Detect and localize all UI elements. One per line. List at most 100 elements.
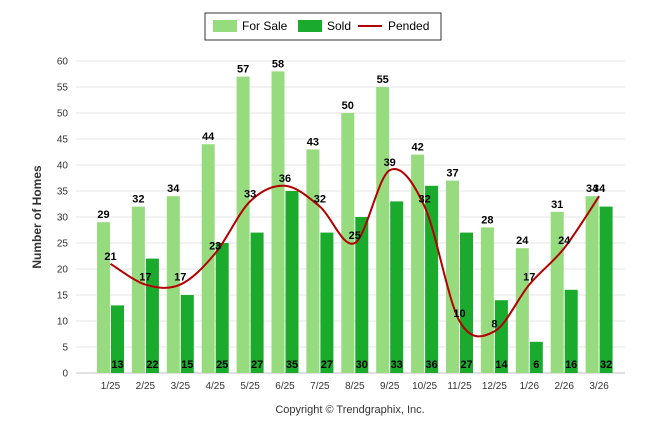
data-label-pended: 34 [593, 183, 606, 195]
data-label-pended: 32 [418, 194, 430, 206]
data-labels: 29 13 32 22 34 15 44 25 57 27 58 35 43 27 50 30 55 33 42 36… [97, 58, 612, 371]
y-tick-label: 55 [57, 83, 69, 94]
bar-sold [494, 300, 508, 373]
bar-for-sale [515, 248, 529, 373]
data-label-for-sale: 44 [202, 131, 215, 143]
y-tick-label: 25 [57, 239, 69, 250]
x-tick-label: 1/25 [101, 381, 121, 392]
bar-for-sale [97, 222, 110, 373]
legend-box [204, 12, 442, 41]
data-label-for-sale: 34 [167, 183, 180, 195]
y-tick-label: 5 [62, 343, 68, 354]
bar-sold [355, 217, 369, 373]
legend-label-for-sale: For Sale [242, 19, 288, 33]
y-tick-label: 15 [57, 291, 69, 302]
y-tick-label: 45 [57, 135, 69, 146]
y-tick-label: 30 [57, 213, 69, 224]
data-label-pended: 25 [349, 230, 361, 242]
data-label-pended: 23 [209, 240, 221, 252]
data-label-for-sale: 24 [516, 235, 529, 247]
x-tick-label: 7/25 [310, 381, 330, 392]
x-tick-label: 10/25 [412, 381, 437, 392]
bar-for-sale [271, 71, 285, 374]
y-tick-label: 10 [57, 317, 69, 328]
data-label-sold: 27 [460, 359, 472, 371]
data-label-pended: 32 [314, 194, 326, 206]
bar-for-sale [306, 149, 320, 373]
y-tick-label: 60 [57, 57, 69, 68]
bar-sold [215, 243, 229, 373]
data-label-sold: 25 [216, 359, 228, 371]
bar-sold [599, 206, 613, 373]
y-tick-label: 20 [57, 265, 69, 276]
y-tick-label: 40 [57, 161, 69, 172]
bar-for-sale [411, 154, 425, 373]
data-label-sold: 27 [251, 359, 263, 371]
x-tick-label: 3/26 [589, 381, 609, 392]
data-label-sold: 15 [181, 359, 193, 371]
data-label-pended: 17 [139, 272, 151, 284]
legend-swatch-sold [298, 20, 322, 32]
data-label-for-sale: 42 [411, 142, 423, 154]
data-label-sold: 16 [565, 359, 577, 371]
bar-sold [320, 232, 334, 373]
data-label-for-sale: 32 [132, 194, 144, 206]
pended-line [109, 168, 600, 338]
data-label-sold: 6 [533, 359, 539, 371]
x-axis-ticks: 1/25 2/25 3/25 4/25 5/25 6/25 7/25 8/25 9/25 10/2… [101, 381, 610, 392]
x-tick-label: 3/25 [171, 381, 191, 392]
data-label-for-sale: 58 [272, 58, 284, 70]
data-label-sold: 27 [321, 359, 333, 371]
bar-for-sale [376, 87, 390, 373]
data-label-pended: 21 [104, 251, 116, 263]
bar-sold [250, 232, 264, 373]
bar-sold [529, 341, 543, 373]
bar-for-sale [131, 206, 145, 373]
bar-for-sale [446, 180, 459, 373]
data-label-sold: 30 [356, 359, 368, 371]
data-label-for-sale: 37 [446, 168, 458, 180]
data-label-pended: 8 [491, 318, 497, 330]
y-axis-ticks: 0 5 10 15 20 25 30 35 40 45 50 55 60 [57, 57, 69, 380]
data-label-sold: 36 [425, 359, 437, 371]
data-label-for-sale: 28 [481, 214, 493, 226]
bars [97, 71, 613, 374]
bar-sold [180, 295, 194, 373]
data-label-sold: 22 [146, 359, 158, 371]
data-label-pended: 24 [558, 235, 571, 247]
y-tick-label: 0 [62, 369, 68, 380]
data-label-for-sale: 57 [237, 64, 249, 76]
x-tick-label: 2/26 [554, 381, 574, 392]
data-label-pended: 39 [384, 157, 396, 169]
data-label-sold: 14 [495, 359, 508, 371]
legend-label-sold: Sold [327, 19, 351, 33]
bar-for-sale [166, 196, 180, 373]
y-tick-label: 35 [57, 187, 69, 198]
x-tick-label: 12/25 [482, 381, 507, 392]
pended-line-layer [109, 168, 600, 338]
data-label-sold: 33 [391, 359, 403, 371]
x-tick-label: 8/25 [345, 381, 365, 392]
bar-sold [564, 289, 578, 373]
bar-for-sale [236, 76, 250, 373]
data-label-sold: 35 [286, 359, 298, 371]
bar-for-sale [201, 144, 215, 373]
x-tick-label: 2/25 [136, 381, 156, 392]
bar-sold [425, 185, 439, 373]
x-tick-label: 4/25 [205, 381, 225, 392]
data-label-sold: 13 [111, 359, 123, 371]
bar-sold [285, 191, 299, 373]
data-label-pended: 17 [523, 272, 535, 284]
x-tick-label: 11/25 [447, 381, 472, 392]
copyright-footer: Copyright © Trendgraphix, Inc. [275, 404, 424, 416]
x-tick-label: 9/25 [380, 381, 400, 392]
data-label-for-sale: 43 [307, 136, 319, 148]
x-tick-label: 5/25 [240, 381, 260, 392]
data-label-for-sale: 29 [97, 209, 109, 221]
legend-label-pended: Pended [388, 19, 429, 33]
bar-sold [390, 201, 404, 373]
legend-swatch-for-sale [213, 20, 237, 32]
x-tick-label: 1/26 [520, 381, 540, 392]
data-label-pended: 10 [453, 308, 465, 320]
